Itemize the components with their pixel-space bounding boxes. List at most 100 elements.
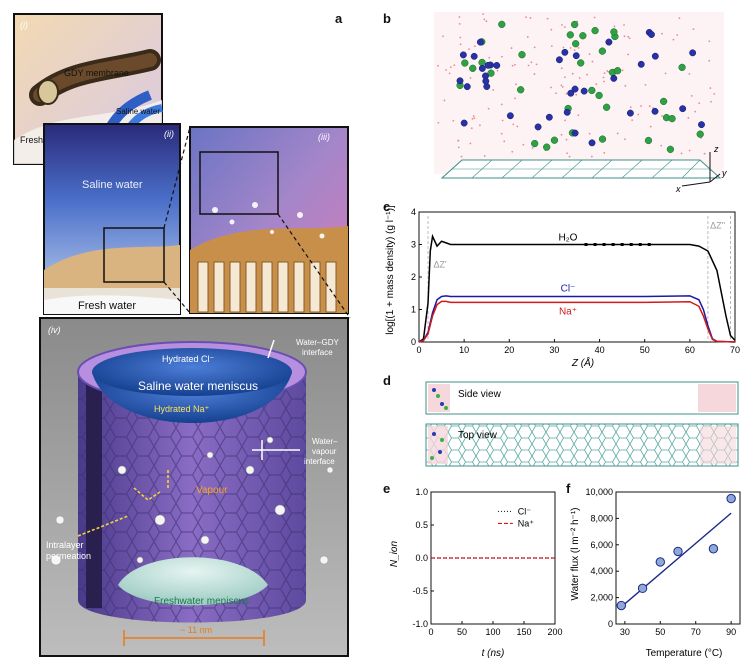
intralayer-label-2: permeation xyxy=(46,551,91,561)
water-molecule xyxy=(640,105,642,107)
water-molecule xyxy=(527,64,530,67)
water-vapour-label-3: interface xyxy=(304,457,335,466)
water-molecule xyxy=(621,69,624,72)
panel-label-c: c xyxy=(383,199,391,214)
water-molecule xyxy=(546,17,549,20)
sodium-ion xyxy=(484,61,492,69)
chloride-ion xyxy=(613,67,622,75)
x-tick-label: 150 xyxy=(516,627,531,637)
top-view-panel xyxy=(425,423,739,467)
water-molecule xyxy=(535,63,538,66)
data-point xyxy=(655,557,665,567)
sodium-ion xyxy=(571,85,579,93)
legend-e-na: Na⁺ xyxy=(518,518,535,528)
y-tick-label: 1 xyxy=(411,305,416,315)
water-gdy-label-2: interface xyxy=(302,348,333,357)
water-molecule xyxy=(588,53,591,56)
sodium-ion xyxy=(506,112,514,120)
water-molecule xyxy=(603,72,606,75)
side-view-panel xyxy=(425,381,739,415)
chloride-ion xyxy=(644,136,653,145)
water-molecule xyxy=(529,17,532,19)
y-tick-label: 4 xyxy=(411,207,416,217)
chloride-ion xyxy=(588,86,596,95)
sodium-ion xyxy=(698,121,705,129)
saline-water-label-i: Saline water xyxy=(116,107,160,116)
vapour-label: Vapour xyxy=(196,485,228,496)
sodium-ion xyxy=(626,109,634,117)
water-molecule xyxy=(555,92,557,95)
sodium-ion xyxy=(463,83,471,91)
chloride-ion xyxy=(659,97,668,106)
water-molecule xyxy=(468,48,470,51)
water-molecule xyxy=(660,144,663,147)
water-molecule xyxy=(571,72,574,75)
water-molecule xyxy=(458,22,461,25)
water-molecule xyxy=(500,132,503,135)
water-molecule xyxy=(560,133,563,136)
water-molecule xyxy=(449,66,452,69)
chart-e-ylabel: N_ion xyxy=(389,541,400,568)
chloride-ion xyxy=(487,69,495,77)
y-tick-label: 6,000 xyxy=(590,540,613,550)
data-point xyxy=(637,583,648,594)
water-molecule xyxy=(577,114,580,117)
md-snapshot: z y x xyxy=(434,12,727,192)
panel-label-e: e xyxy=(383,481,391,496)
sodium-ion xyxy=(651,52,659,60)
water-molecule xyxy=(623,138,626,141)
water-molecule xyxy=(550,45,553,48)
water-molecule xyxy=(613,25,616,28)
x-tick-label: 60 xyxy=(685,345,695,355)
hydrated-na-label: Hydrated Na⁺ xyxy=(154,404,210,414)
water-molecule xyxy=(485,20,488,23)
water-molecule xyxy=(648,105,651,108)
data-point xyxy=(673,546,683,557)
chloride-ion xyxy=(598,135,607,143)
series-marker xyxy=(620,243,624,246)
delta-z-double-prime-label: ΔZ'' xyxy=(710,220,725,230)
sodium-ion xyxy=(561,48,569,56)
x-tick-label: 10 xyxy=(459,345,469,355)
water-molecule xyxy=(564,119,567,122)
chart-f-ylabel: Water flux (l m⁻² h⁻¹) xyxy=(570,508,581,601)
axis-x: x xyxy=(675,184,681,192)
chloride-ion xyxy=(602,103,611,111)
legend-e-cl: Cl⁻ xyxy=(518,506,531,516)
sodium-ion xyxy=(689,49,697,57)
water-molecules xyxy=(437,13,716,158)
gdy-membrane-label: GDY membrane xyxy=(64,68,129,78)
y-tick-label: 3 xyxy=(411,240,416,250)
water-molecule xyxy=(501,119,504,122)
y-tick-label: 2 xyxy=(411,272,416,282)
y-tick-label: 4,000 xyxy=(590,566,613,576)
water-molecule xyxy=(437,122,440,124)
chloride-ion xyxy=(595,91,603,100)
panel-a-i-tag: (i) xyxy=(20,20,28,30)
chart-c-xlabel: Z (Å) xyxy=(571,356,594,369)
water-molecule xyxy=(698,102,701,105)
water-molecule xyxy=(627,35,630,38)
saline-meniscus-label: Saline water meniscus xyxy=(138,379,258,393)
x-tick-label: 50 xyxy=(655,627,665,637)
sodium-ion xyxy=(456,77,464,85)
water-molecule xyxy=(624,84,627,87)
water-molecule xyxy=(631,119,634,122)
top-view-label: Top view xyxy=(458,430,498,441)
water-vapour-label-1: Water– xyxy=(312,437,338,446)
water-molecule xyxy=(676,34,679,36)
sodium-ion xyxy=(610,74,618,82)
sodium-ion xyxy=(460,119,468,127)
delta-z-prime-label: ΔZ' xyxy=(433,259,447,269)
y-tick-label: 8,000 xyxy=(590,513,613,523)
water-molecule xyxy=(564,76,566,79)
x-tick-label: 200 xyxy=(547,627,562,637)
water-molecule xyxy=(514,63,516,66)
water-molecule xyxy=(565,138,568,141)
freshwater-meniscus-label: Freshwater meniscus xyxy=(154,596,249,607)
chloride-ion xyxy=(666,145,675,153)
axis-y: y xyxy=(721,168,727,178)
water-molecule xyxy=(623,35,626,38)
water-molecule xyxy=(511,64,514,67)
water-molecule xyxy=(512,123,515,126)
